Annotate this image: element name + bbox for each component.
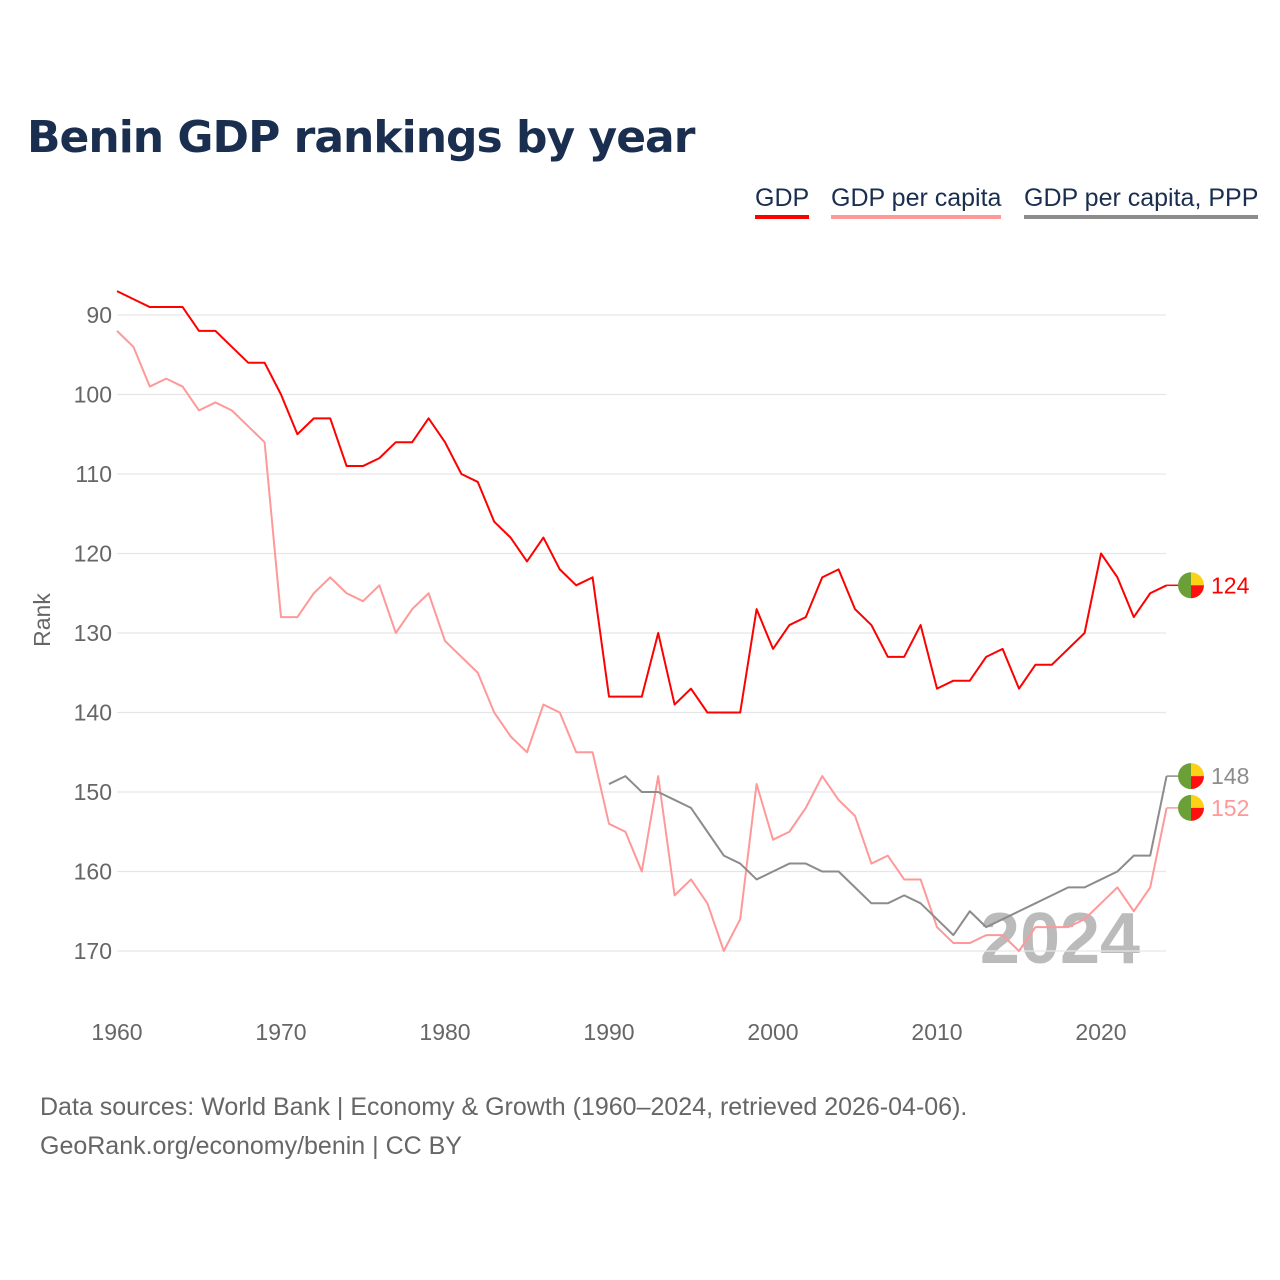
year-watermark: 2024 bbox=[980, 899, 1140, 979]
y-tick-label: 120 bbox=[74, 541, 112, 567]
legend-gdp[interactable]: GDP bbox=[755, 184, 810, 219]
y-axis-label: Rank bbox=[29, 593, 55, 647]
flag-red bbox=[1191, 776, 1204, 790]
flag-yellow bbox=[1191, 572, 1204, 586]
y-tick-label: 150 bbox=[74, 779, 112, 805]
flag-green bbox=[1178, 763, 1191, 790]
x-tick-label: 2000 bbox=[747, 1019, 798, 1045]
y-tick-label: 170 bbox=[74, 938, 112, 964]
flag-red bbox=[1191, 585, 1204, 599]
x-tick-label: 2010 bbox=[911, 1019, 962, 1045]
series-line-gdp-per-capita-ppp bbox=[608, 775, 1168, 937]
end-value-label: 148 bbox=[1211, 763, 1249, 789]
x-tick-label: 1990 bbox=[583, 1019, 634, 1045]
series-line-gdp bbox=[116, 290, 1168, 714]
footer: Data sources: World Bank | Economy & Gro… bbox=[40, 1088, 967, 1166]
legend-gdp-per-capita[interactable]: GDP per capita bbox=[831, 184, 1002, 219]
benin-flag-icon bbox=[1178, 794, 1204, 821]
chart-title: Benin GDP rankings by year bbox=[27, 112, 695, 163]
benin-flag-icon bbox=[1178, 763, 1204, 790]
flag-yellow bbox=[1191, 763, 1204, 777]
y-tick-label: 90 bbox=[86, 302, 112, 328]
legend-gdp-per-capita-ppp[interactable]: GDP per capita, PPP bbox=[1024, 184, 1259, 219]
data-source-text: Data sources: World Bank | Economy & Gro… bbox=[40, 1093, 968, 1121]
end-value-label: 124 bbox=[1211, 572, 1250, 598]
flag-yellow bbox=[1191, 794, 1204, 808]
benin-flag-icon bbox=[1178, 572, 1204, 599]
source-link[interactable]: GeoRank.org/economy/benin | CC BY bbox=[40, 1132, 462, 1160]
x-tick-label: 1960 bbox=[91, 1019, 142, 1045]
y-tick-label: 100 bbox=[74, 382, 112, 408]
y-tick-label: 110 bbox=[75, 461, 112, 487]
x-tick-label: 2020 bbox=[1075, 1019, 1126, 1045]
flag-red bbox=[1191, 807, 1204, 821]
y-tick-label: 130 bbox=[74, 620, 112, 646]
y-tick-label: 160 bbox=[74, 859, 112, 885]
end-value-label: 152 bbox=[1211, 795, 1249, 821]
y-tick-label: 140 bbox=[74, 700, 112, 726]
x-tick-label: 1980 bbox=[419, 1019, 470, 1045]
flag-green bbox=[1178, 794, 1191, 821]
series-line-gdp-per-capita bbox=[116, 330, 1168, 952]
flag-green bbox=[1178, 572, 1191, 599]
x-tick-label: 1970 bbox=[255, 1019, 306, 1045]
